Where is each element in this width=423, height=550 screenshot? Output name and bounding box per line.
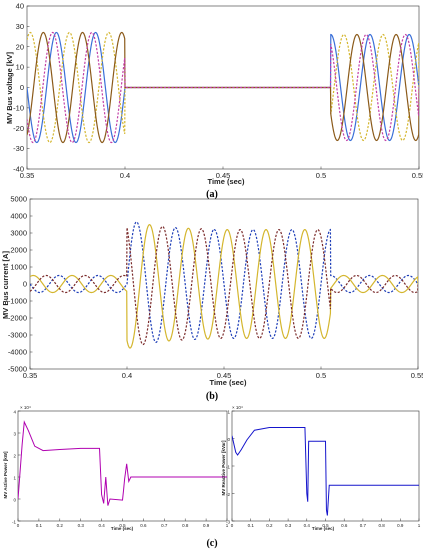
- active-power-multiplier: × 10⁴: [20, 405, 31, 410]
- x-tick-label: 0.7: [161, 523, 168, 528]
- x-tick-label: 1: [226, 523, 229, 528]
- x-tick-label: 0.5: [322, 523, 329, 528]
- y-tick-label: -3000: [8, 331, 27, 340]
- x-tick-label: 0.5: [316, 171, 326, 180]
- series-line-b-1: [30, 224, 418, 349]
- x-tick-label: 0.1: [248, 523, 255, 528]
- x-tick-label: 0.35: [23, 371, 38, 380]
- y-tick-label: 0: [23, 280, 27, 289]
- y-tick-label: -2: [226, 492, 230, 497]
- y-tick-label: 0: [227, 437, 230, 442]
- current-chart: MV Bus current [A] Time (sec) (b) 0.35 0.…: [1, 195, 423, 403]
- x-tick-label: 0.4: [304, 523, 311, 528]
- active-power-y-label: MV Active Power [kW]: [3, 451, 8, 499]
- y-tick-label: 1000: [10, 263, 27, 272]
- x-tick-label: 0.5: [316, 371, 326, 380]
- series-line-c-right-0: [232, 427, 419, 516]
- current-y-label: MV Bus current [A]: [1, 251, 10, 319]
- x-tick-label: 0.1: [36, 523, 43, 528]
- y-tick-label: 3: [13, 432, 16, 437]
- active-power-chart: MV Active Power [kW] Time (sec) × 10⁴ (c…: [3, 405, 229, 549]
- x-tick-label: 0.8: [378, 523, 385, 528]
- x-tick-label: 0.2: [57, 523, 64, 528]
- x-tick-label: 0.45: [216, 171, 231, 180]
- series-line-b-2: [30, 225, 418, 346]
- y-tick-label: 4: [13, 410, 16, 415]
- x-tick-label: 0.4: [98, 523, 105, 528]
- reactive-power-y-label: MV Reactive Power [kVar]: [221, 440, 226, 496]
- y-tick-label: -20: [13, 124, 24, 133]
- x-tick-label: 0.9: [397, 523, 404, 528]
- voltage-x-label: Time (sec): [208, 177, 245, 186]
- voltage-y-label: MV Bus voltage [kV]: [5, 51, 14, 124]
- y-tick-label: -1000: [8, 297, 27, 306]
- y-tick-label: 40: [16, 2, 24, 11]
- y-tick-label: 2000: [10, 246, 27, 255]
- x-tick-label: 0.35: [20, 171, 35, 180]
- y-tick-label: 5000: [10, 195, 27, 204]
- reactive-power-chart: MV Reactive Power [kVar] Time (sec) × 10…: [221, 405, 421, 531]
- active-power-x-label: Time (sec): [111, 526, 134, 531]
- caption-b: (b): [206, 391, 218, 402]
- x-tick-label: 0.4: [122, 371, 132, 380]
- y-tick-label: 1: [13, 476, 16, 481]
- y-tick-label: 3000: [10, 229, 27, 238]
- y-tick-label: -30: [13, 144, 24, 153]
- x-tick-label: 1: [418, 523, 421, 528]
- caption-a: (a): [206, 189, 218, 200]
- x-tick-label: 0: [231, 523, 234, 528]
- x-tick-label: 0.4: [120, 171, 130, 180]
- x-tick-label: 0.6: [341, 523, 348, 528]
- y-tick-label: -10: [13, 103, 24, 112]
- y-tick-label: -5000: [8, 365, 27, 374]
- y-tick-label: -40: [13, 165, 24, 174]
- y-tick-label: -1: [226, 465, 230, 470]
- y-tick-label: 20: [16, 42, 24, 51]
- series-line-a-3: [27, 31, 419, 144]
- x-tick-label: 0.9: [203, 523, 210, 528]
- series-line-c-left-0: [18, 420, 227, 506]
- voltage-chart: MV Bus voltage [kV] Time (sec) (a) 0.35 0…: [5, 2, 423, 201]
- x-tick-label: 0.5: [119, 523, 126, 528]
- y-tick-label: -2000: [8, 314, 27, 323]
- reactive-power-x-label: Time (sec): [312, 526, 335, 531]
- x-tick-label: 0.3: [78, 523, 85, 528]
- y-tick-label: 0: [13, 498, 16, 503]
- y-tick-label: -1: [12, 520, 16, 525]
- reactive-power-multiplier: × 10⁴: [232, 405, 243, 410]
- y-tick-label: -4000: [8, 348, 27, 357]
- y-tick-label: -3: [226, 520, 230, 525]
- series-line-b-0: [30, 221, 418, 343]
- x-tick-label: 0: [17, 523, 20, 528]
- y-tick-label: 4000: [10, 212, 27, 221]
- plot-area-c-left: [17, 410, 228, 522]
- y-tick-label: 2: [13, 454, 16, 459]
- x-tick-label: 0.3: [285, 523, 292, 528]
- y-tick-label: 30: [16, 22, 24, 31]
- x-tick-label: 0.7: [360, 523, 367, 528]
- x-tick-label: 0.55: [412, 171, 423, 180]
- x-tick-label: 0.6: [140, 523, 147, 528]
- caption-c: (c): [206, 538, 217, 549]
- y-tick-label: 10: [16, 63, 24, 72]
- y-tick-label: 0: [20, 83, 24, 92]
- x-tick-label: 0.2: [266, 523, 273, 528]
- current-x-label: Time (sec): [210, 378, 247, 387]
- x-tick-label: 0.45: [217, 371, 232, 380]
- y-tick-label: 1: [227, 410, 230, 415]
- x-tick-label: 0.8: [182, 523, 189, 528]
- x-tick-label: 0.55: [411, 371, 423, 380]
